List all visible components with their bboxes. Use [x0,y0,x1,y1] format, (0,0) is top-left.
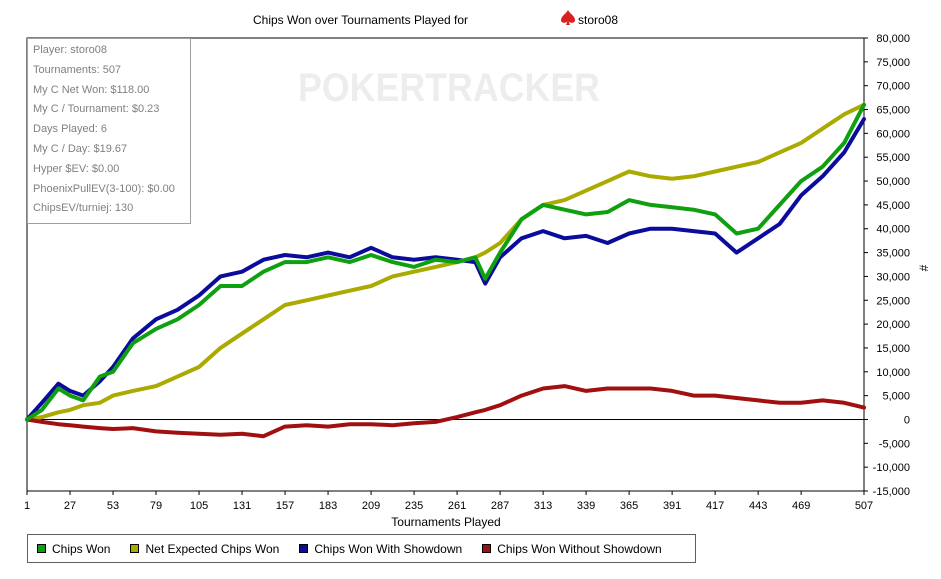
legend-item-chips-won[interactable]: Chips Won [37,542,110,556]
x-tick-label: 105 [190,500,208,512]
x-tick-label: 131 [233,500,251,512]
x-tick-label: 507 [855,500,873,512]
x-tick-label: 261 [448,500,466,512]
x-tick-label: 235 [405,500,423,512]
y-tick-label: 60,000 [876,128,910,140]
y-tick-label: 0 [904,414,910,426]
y-tick-label: -15,000 [873,486,910,498]
pokertracker-watermark: POKERTRACKER [298,66,600,110]
x-tick-label: 209 [362,500,380,512]
x-tick-label: 157 [276,500,294,512]
y-tick-label: 5,000 [882,391,910,403]
y-tick-label: -10,000 [873,462,910,474]
y-tick-label: 55,000 [876,152,910,164]
x-tick-label: 313 [534,500,552,512]
series-line-chips-won [25,102,866,422]
stats-row: Tournaments: 507 [33,63,122,76]
y-axis-title: # [917,264,931,271]
legend-label: Chips Won [52,541,111,556]
x-tick-label: 391 [663,500,681,512]
y-tick-label: 10,000 [876,367,910,379]
y-tick-label: 40,000 [876,224,910,236]
stats-row: My C / Day: $19.67 [33,142,128,155]
stats-row: Days Played: 6 [33,123,107,136]
legend-label: Chips Won With Showdown [314,541,463,556]
stats-row: My C Net Won: $118.00 [33,83,150,96]
y-tick-label: 30,000 [876,271,910,283]
legend-swatch [130,544,140,553]
y-tick-label: 50,000 [876,176,910,188]
x-axis-title: Tournaments Played [391,515,500,529]
y-tick-label: 20,000 [876,319,910,331]
x-tick-label: 53 [107,500,119,512]
legend-swatch [482,544,492,553]
x-tick-label: 339 [577,500,595,512]
x-tick-label: 27 [64,500,76,512]
series-line-chips-won-without-showdown [25,384,866,439]
series-line-net-expected-chips-won [25,102,866,422]
series-line-chips-won-with-showdown [25,117,866,422]
x-tick-label: 1 [24,500,30,512]
x-tick-label: 79 [150,500,162,512]
stats-box: Player: storo08 Tournaments: 507 My C Net … [27,38,191,224]
y-tick-label: 15,000 [876,343,910,355]
legend-item-chips-won-with-showdown[interactable]: Chips Won With Showdown [299,542,462,556]
legend-item-net-expected-chips-won[interactable]: Net Expected Chips Won [130,542,279,556]
stats-row: Player: storo08 [33,44,107,56]
y-tick-label: 75,000 [876,57,910,69]
y-tick-label: 70,000 [876,81,910,93]
plot-frame [26,37,865,492]
chart-legend: Chips Won Net Expected Chips Won Chips Won… [27,534,696,563]
stats-row: PhoenixPullEV(3-100): $0.00 [33,182,175,195]
x-tick-label: 443 [749,500,767,512]
legend-swatch [299,544,309,553]
legend-swatch [37,544,46,553]
chart-title: Chips Won over Tournaments Played for [253,13,468,27]
y-tick-label: 65,000 [876,105,910,117]
x-tick-label: 183 [319,500,337,512]
y-tick-label: 35,000 [876,248,910,260]
legend-item-chips-won-without-showdown[interactable]: Chips Won Without Showdown [482,542,662,556]
x-tick-label: 417 [706,500,724,512]
spade-icon [561,10,575,25]
y-tick-label: 80,000 [876,33,910,45]
x-tick-label: 287 [491,500,509,512]
y-tick-label: 25,000 [876,295,910,307]
chart-title-player: storo08 [578,13,618,27]
x-tick-label: 365 [620,500,638,512]
legend-label: Net Expected Chips Won [145,541,280,556]
y-tick-label: 45,000 [876,200,910,212]
stats-row: ChipsEV/turniej: 130 [33,202,134,215]
x-tick-label: 469 [792,500,810,512]
stats-row: Hyper $EV: $0.00 [33,162,120,175]
y-tick-label: -5,000 [879,438,910,450]
legend-label: Chips Won Without Showdown [497,541,662,556]
stats-row: My C / Tournament: $0.23 [33,103,160,116]
